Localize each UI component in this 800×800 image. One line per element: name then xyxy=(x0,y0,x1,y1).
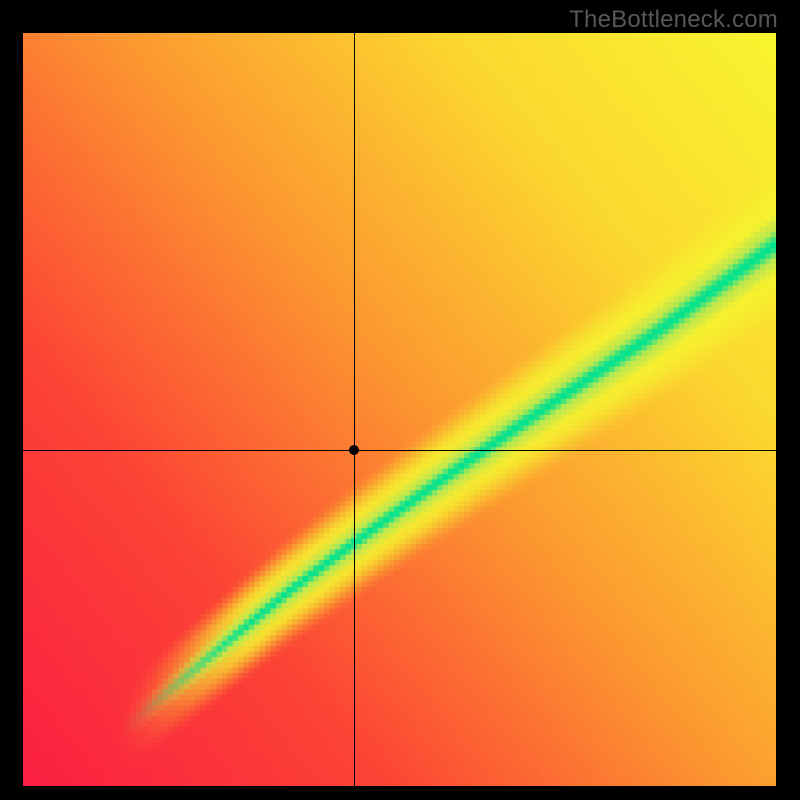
crosshair-vertical xyxy=(354,33,355,786)
watermark-text: TheBottleneck.com xyxy=(569,6,778,34)
figure-container: TheBottleneck.com xyxy=(0,0,800,800)
crosshair-horizontal xyxy=(23,450,776,451)
bottleneck-heatmap xyxy=(23,33,776,786)
plot-area xyxy=(23,33,776,786)
crosshair-marker-dot xyxy=(349,445,359,455)
